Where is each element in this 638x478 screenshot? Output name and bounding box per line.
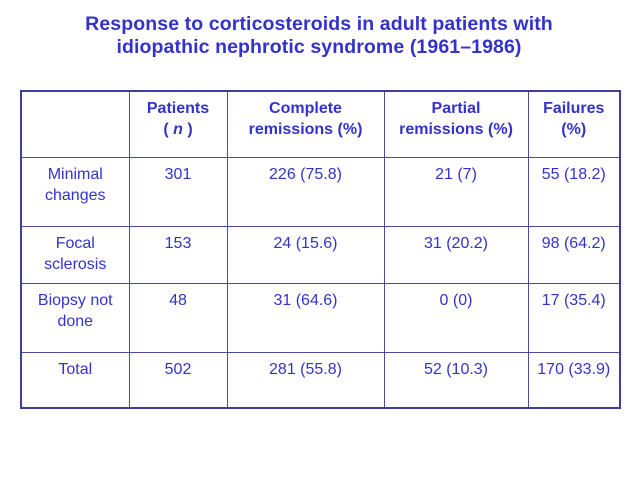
header-patients-n-open: ( (163, 121, 174, 138)
header-row-label (20, 90, 130, 158)
results-table-container: Patients ( n ) Complete remissions (%) P… (20, 90, 621, 409)
row-label-biopsy-not-done: Biopsy not done (20, 282, 130, 353)
slide-title: Response to corticosteroids in adult pat… (0, 13, 638, 59)
row-label-total: Total (20, 351, 130, 409)
cell-total-partial: 52 (10.3) (383, 351, 529, 409)
cell-focal-partial: 31 (20.2) (383, 225, 529, 284)
cell-minimal-complete: 226 (75.8) (226, 156, 385, 227)
cell-total-patients: 502 (128, 351, 228, 409)
cell-biopsy-partial: 0 (0) (383, 282, 529, 353)
slide-title-line-1: Response to corticosteroids in adult pat… (85, 13, 553, 35)
table-header-row: Patients ( n ) Complete remissions (%) P… (20, 90, 621, 158)
cell-biopsy-patients: 48 (128, 282, 228, 353)
header-patients-label: Patients (146, 100, 210, 117)
cell-minimal-failures: 55 (18.2) (527, 156, 621, 227)
slide-title-line-2: idiopathic nephrotic syndrome (1961–1986… (116, 36, 522, 58)
cell-total-complete: 281 (55.8) (226, 351, 385, 409)
row-label-minimal-changes: Minimal changes (20, 156, 130, 227)
header-patients-n: n (173, 121, 183, 138)
header-complete-remissions: Complete remissions (%) (226, 90, 385, 158)
table-row-focal-sclerosis: Focal sclerosis 153 24 (15.6) 31 (20.2) … (20, 225, 621, 284)
table-row-minimal-changes: Minimal changes 301 226 (75.8) 21 (7) 55… (20, 156, 621, 227)
cell-biopsy-failures: 17 (35.4) (527, 282, 621, 353)
cell-minimal-patients: 301 (128, 156, 228, 227)
cell-total-failures: 170 (33.9) (527, 351, 621, 409)
cell-minimal-partial: 21 (7) (383, 156, 529, 227)
results-table: Patients ( n ) Complete remissions (%) P… (20, 90, 621, 409)
row-label-focal-sclerosis: Focal sclerosis (20, 225, 130, 284)
table-row-total: Total 502 281 (55.8) 52 (10.3) 170 (33.9… (20, 351, 621, 409)
table-row-biopsy-not-done: Biopsy not done 48 31 (64.6) 0 (0) 17 (3… (20, 282, 621, 353)
header-patients: Patients ( n ) (128, 90, 228, 158)
cell-focal-patients: 153 (128, 225, 228, 284)
cell-focal-complete: 24 (15.6) (226, 225, 385, 284)
cell-focal-failures: 98 (64.2) (527, 225, 621, 284)
cell-biopsy-complete: 31 (64.6) (226, 282, 385, 353)
header-patients-n-close: ) (182, 121, 193, 138)
header-failures: Failures (%) (527, 90, 621, 158)
header-partial-remissions: Partial remissions (%) (383, 90, 529, 158)
